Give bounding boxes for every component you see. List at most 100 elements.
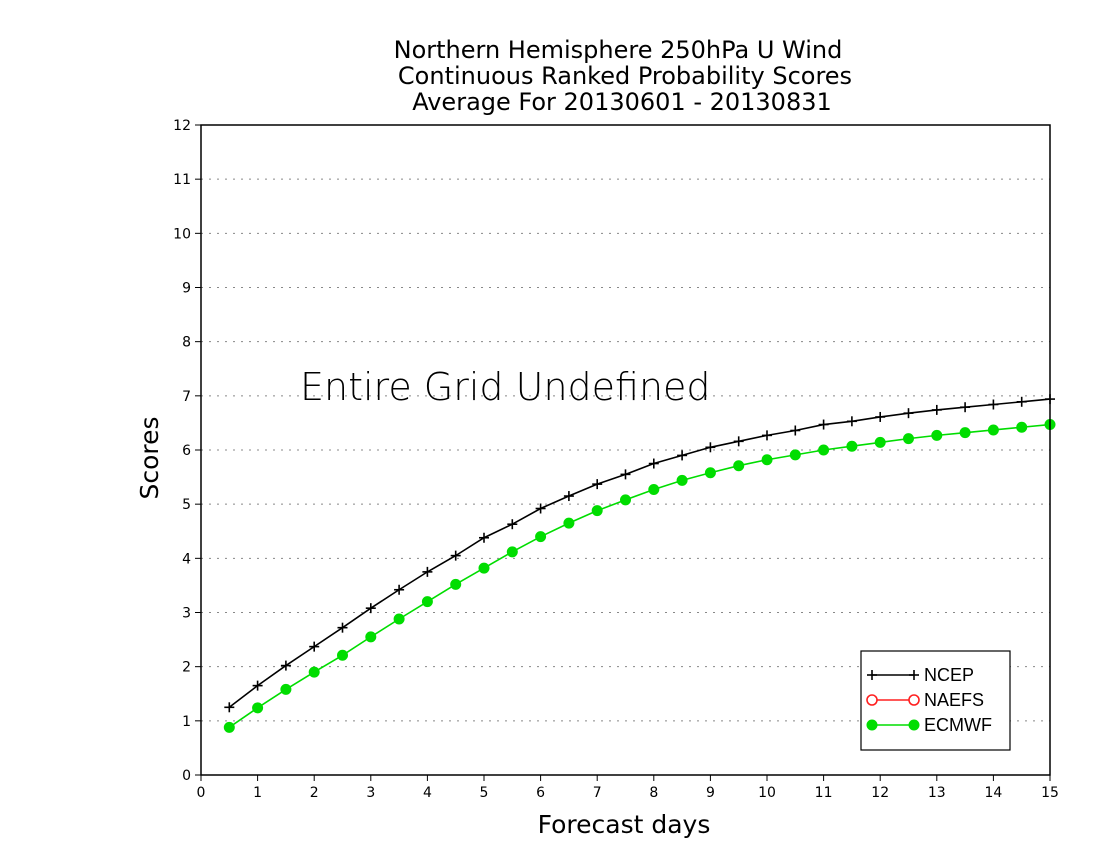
data-point-ecmwf	[846, 440, 858, 452]
data-point-ecmwf	[648, 484, 660, 496]
data-point-ecmwf	[959, 427, 971, 439]
x-tick-label: 5	[480, 785, 489, 801]
data-point-ecmwf	[931, 429, 943, 441]
data-point-ncep	[309, 641, 320, 652]
data-point-ncep	[931, 404, 942, 415]
x-tick-label: 8	[649, 785, 658, 801]
data-point-ecmwf	[563, 517, 575, 529]
y-tick-label: 2	[182, 660, 191, 676]
data-point-ncep	[252, 680, 263, 691]
x-tick-label: 13	[928, 785, 946, 801]
x-tick-label: 6	[536, 785, 545, 801]
data-point-ncep	[507, 519, 518, 530]
data-point-ncep	[733, 436, 744, 447]
data-point-ecmwf	[223, 721, 235, 733]
data-point-ecmwf	[450, 578, 462, 590]
data-point-ecmwf	[280, 683, 292, 695]
title-line-1: Northern Hemisphere 250hPa U Wind	[394, 36, 843, 64]
data-point-ecmwf	[987, 424, 999, 436]
data-point-ncep	[960, 402, 971, 413]
title-line-3: Average For 20130601 - 20130831	[412, 88, 832, 116]
y-tick-label: 0	[182, 768, 191, 784]
data-point-ecmwf	[478, 562, 490, 574]
data-point-ecmwf	[676, 474, 688, 486]
data-point-ecmwf	[252, 702, 264, 714]
data-point-ncep	[337, 622, 348, 633]
data-point-ecmwf	[704, 467, 716, 479]
data-point-ecmwf	[337, 649, 348, 661]
data-point-ecmwf	[818, 444, 830, 456]
data-point-ncep	[648, 458, 659, 469]
data-point-ncep	[479, 532, 489, 543]
data-point-ncep	[563, 491, 574, 502]
legend: NCEP NAEFS ECMWF	[860, 650, 1011, 751]
x-tick-label: 0	[197, 785, 206, 801]
legend-label-ecmwf: ECMWF	[924, 715, 992, 735]
legend-label-naefs: NAEFS	[924, 690, 984, 710]
data-point-ncep	[875, 411, 886, 422]
data-point-ncep	[846, 416, 857, 427]
y-axis-label: Scores	[135, 416, 164, 499]
legend-marker-ecmwf	[908, 719, 920, 731]
gridlines	[201, 178, 1050, 722]
y-tick-label: 5	[182, 497, 191, 513]
legend-marker-naefs	[866, 694, 878, 706]
x-tick-label: 12	[871, 785, 889, 801]
x-tick-label: 10	[758, 785, 776, 801]
chart-title: Northern Hemisphere 250hPa U Wind Contin…	[394, 36, 852, 116]
y-tick-label: 6	[182, 443, 191, 459]
legend-label-ncep: NCEP	[924, 665, 974, 685]
data-point-ncep	[394, 584, 405, 595]
data-point-ecmwf	[903, 433, 914, 445]
data-point-ncep	[224, 702, 235, 713]
x-tick-label: 11	[815, 785, 833, 801]
data-point-ncep	[818, 419, 829, 430]
data-point-ncep	[705, 442, 716, 453]
y-tick-label: 4	[182, 551, 191, 567]
data-point-ncep	[988, 399, 999, 410]
data-point-ecmwf	[506, 546, 518, 558]
data-point-ncep	[365, 603, 376, 614]
legend-marker-naefs	[908, 694, 920, 706]
data-point-ecmwf	[789, 449, 801, 461]
data-point-ncep	[620, 469, 631, 480]
data-point-ecmwf	[1016, 421, 1028, 433]
y-tick-label: 9	[182, 281, 191, 297]
data-point-ecmwf	[874, 436, 886, 448]
data-point-ecmwf	[365, 631, 377, 643]
data-point-ncep	[280, 660, 291, 671]
legend-marker-ncep	[909, 670, 919, 680]
data-point-ecmwf	[733, 460, 745, 472]
data-point-ecmwf	[591, 505, 603, 517]
data-point-ncep	[677, 450, 688, 461]
x-tick-label: 3	[366, 785, 375, 801]
data-point-ecmwf	[308, 666, 320, 678]
series-layer	[223, 394, 1056, 733]
data-point-ecmwf	[393, 613, 405, 625]
data-point-ncep	[450, 550, 461, 561]
y-tick-label: 3	[182, 606, 191, 622]
y-tick-label: 10	[173, 226, 191, 242]
x-tick-label: 15	[1041, 785, 1059, 801]
legend-marker-ncep	[867, 670, 877, 680]
x-tick-label: 14	[984, 785, 1002, 801]
x-tick-label: 2	[310, 785, 319, 801]
x-tick-label: 7	[593, 785, 602, 801]
data-point-ecmwf	[535, 531, 547, 543]
data-point-ncep	[790, 425, 801, 436]
y-tick-label: 8	[182, 335, 191, 351]
data-point-ncep	[762, 430, 772, 441]
data-point-ecmwf	[761, 454, 773, 466]
x-tick-label: 4	[423, 785, 432, 801]
y-tick-label: 11	[173, 172, 191, 188]
y-tick-label: 7	[182, 389, 191, 405]
title-line-2: Continuous Ranked Probability Scores	[398, 62, 852, 90]
data-point-ecmwf	[421, 596, 433, 608]
data-point-ncep	[1016, 396, 1027, 407]
y-tick-label: 12	[173, 118, 191, 134]
y-tick-label: 1	[182, 714, 191, 730]
x-tick-label: 1	[253, 785, 262, 801]
data-point-ncep	[535, 503, 546, 514]
